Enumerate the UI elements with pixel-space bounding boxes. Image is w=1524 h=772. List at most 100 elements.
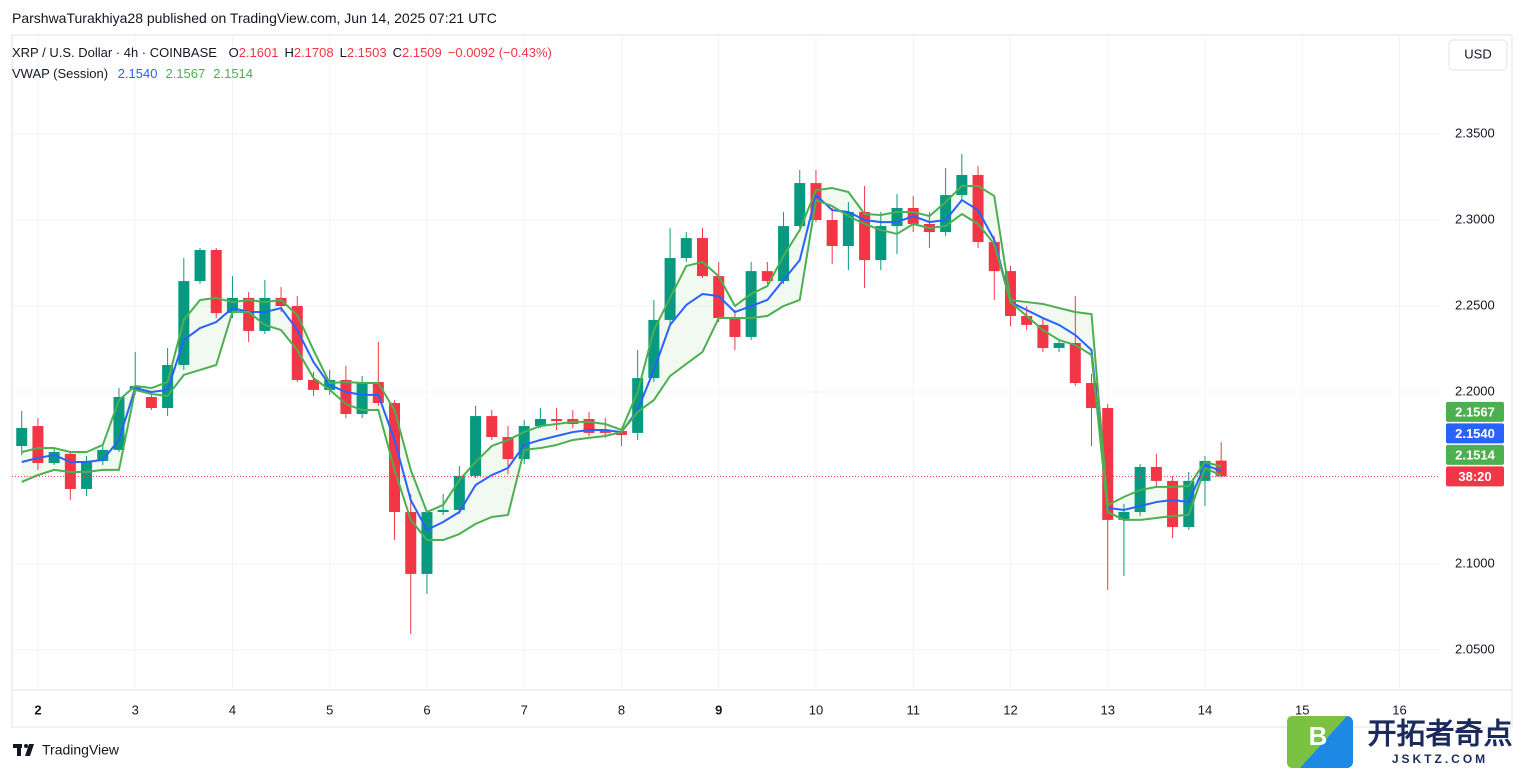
published: ParshwaTurakhiya28 published on TradingV… [12,10,497,26]
currency: USD [1464,46,1491,61]
x-tick-label: 2 [34,702,41,717]
logo-part [17,744,21,756]
candle-body [778,226,790,282]
candle-body [1150,466,1162,481]
frame [11,34,1513,728]
candle-body [502,437,514,460]
candle-body [243,297,255,331]
ohlc-value: 2.1708 [293,45,334,60]
candle-body [859,211,871,261]
x-tick-label: 15 [1295,702,1309,717]
x-tick-label: 8 [618,702,625,717]
candle-body [97,449,109,461]
y-tick-label: 2.2500 [1455,297,1495,312]
candle-body [940,195,952,233]
candle-body [648,319,660,379]
candle-body [696,238,708,277]
candle-body [421,512,433,574]
x-tick-label: 5 [326,702,333,717]
x-tick-label: 3 [132,702,139,717]
x-tick-label: 4 [229,702,236,717]
logo-part [25,744,34,756]
price-tag-box [1446,423,1504,444]
candle-body [551,418,563,422]
y-tick-label: 2.3500 [1455,125,1495,140]
candle-body [1102,407,1114,520]
candle-body [1167,480,1179,527]
band-line [21,199,1222,542]
price-tag: 2.1540 [1455,426,1495,441]
candle-body [745,271,757,337]
candle-body [632,378,644,433]
currency-box[interactable] [1448,39,1508,71]
ohlc-letter: O [228,45,239,60]
y-tick-label: 2.3000 [1455,211,1495,226]
candle-body [259,297,271,331]
candle-body [372,382,384,403]
candle-body [680,238,692,259]
candle-body [275,297,287,307]
change: −0.0092 (−0.43%) [447,45,552,60]
candle-body [470,416,482,476]
ohlc-letter: C [392,45,402,60]
candle-body [1215,460,1227,477]
price-tag: 2.1567 [1455,404,1495,419]
x-tick-label: 11 [906,702,920,717]
candle-body [761,271,773,282]
candle-body [1037,324,1049,348]
candle-body [16,427,28,446]
candle-body [210,249,222,314]
y-tick-label: 2.0500 [1455,641,1495,656]
price-tag-box [1446,444,1504,465]
candle-body [988,242,1000,272]
candle-body [162,364,174,408]
x-tick-label: 9 [715,702,722,717]
candle-body [81,460,93,489]
candle-body [1183,480,1195,527]
y-tick-label: 2.2000 [1455,383,1495,398]
x-tick-label: 10 [809,702,823,717]
candle-body [340,379,352,415]
countdown-tag-box [1446,466,1504,487]
candle-body [291,306,303,380]
brand: TradingView [42,742,120,758]
x-tick-label: 13 [1100,702,1114,717]
indicator-value: 2.1540 [117,66,158,81]
ohlc-value: 2.1503 [346,45,387,60]
candle-body [32,426,44,464]
candle-body [842,211,854,246]
candle-body [437,509,449,513]
ohlc-value: 2.1509 [402,45,442,60]
x-tick-label: 6 [423,702,430,717]
candle-body [664,258,676,320]
logo-part [24,744,28,748]
x-tick-label: 12 [1003,702,1017,717]
watermark-text: 开拓者奇点 [1367,718,1512,751]
candle-body [48,452,60,464]
candle-body [356,382,368,415]
candle-body [794,183,806,227]
ohlc-value: 2.1601 [238,45,279,60]
legend-indicator: VWAP (Session) 2.1540 2.1567 2.1514 [12,66,253,81]
ohlc: O2.1601 H2.1708 L2.1503 C2.1509 −0.0092 (−0.… [229,45,552,60]
candle-body [599,429,611,433]
candle-body [1118,512,1130,520]
x-tick-label: 16 [1392,702,1406,717]
indicator-value: 2.1514 [213,66,254,81]
watermark-letter: B [1309,721,1328,751]
candle-body [389,402,401,513]
indicator-values: 2.1540 2.1567 2.1514 [118,66,253,81]
candle-body [453,475,465,510]
indicator-value: 2.1567 [165,66,206,81]
price-tag: 2.1514 [1455,447,1496,462]
candle-body [194,249,206,282]
indicator: VWAP (Session) [12,66,109,81]
candle-body [518,426,530,460]
candle-body [826,220,838,246]
candle-body [226,297,238,314]
candle-body [891,207,903,227]
x-tick-label: 7 [521,702,528,717]
band-line [21,184,1222,514]
